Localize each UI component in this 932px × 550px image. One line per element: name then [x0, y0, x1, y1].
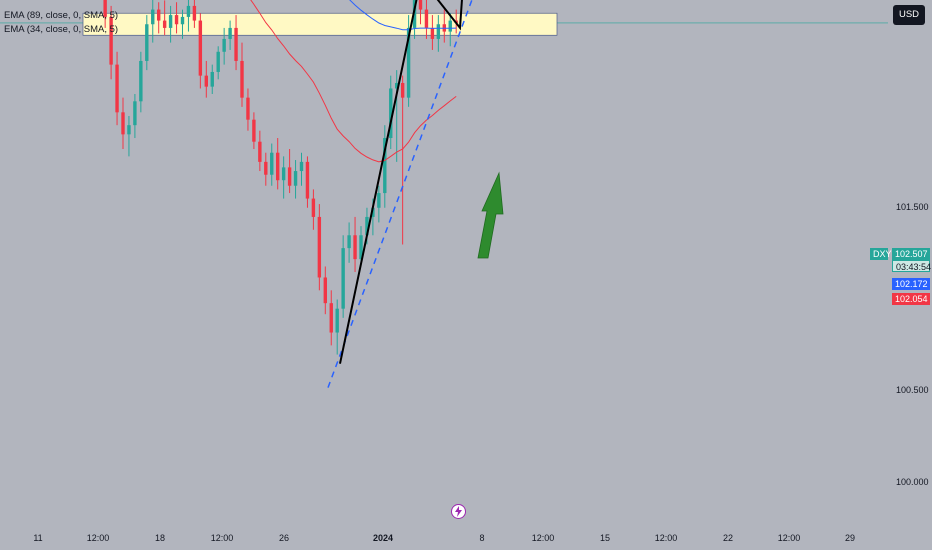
candle-body: [258, 141, 262, 162]
candle-body: [389, 88, 393, 139]
price-tick-label: 100.500: [896, 385, 929, 396]
candle-body: [204, 75, 208, 87]
candle-body: [157, 9, 161, 21]
candle-body: [162, 20, 167, 28]
candle-body: [127, 125, 131, 135]
candle-body: [222, 38, 226, 52]
indicator-legend: EMA (89, close, 0, SMA, 5) EMA (34, clos…: [4, 9, 118, 37]
candle-body: [418, 0, 423, 10]
candle-body: [293, 171, 298, 186]
candle-body: [359, 235, 363, 260]
legend-ema-89: EMA (89, close, 0, SMA, 5): [4, 10, 119, 21]
candle-body: [287, 167, 292, 186]
candle-body: [329, 303, 333, 333]
time-tick-label: 15: [599, 533, 611, 543]
candle-body: [383, 138, 387, 194]
price-tick-label: 101.500: [896, 201, 929, 212]
candle-body: [406, 27, 411, 98]
trendline-dashed: [327, 0, 473, 388]
candle-body: [180, 16, 185, 25]
candle-body: [151, 9, 155, 25]
time-tick-label: 12:00: [654, 533, 678, 543]
candle-body: [186, 5, 191, 17]
candle-body: [412, 0, 417, 28]
candle-body: [365, 216, 369, 236]
price-tick-label: 100.000: [896, 477, 929, 487]
candle-body: [436, 24, 441, 39]
candle-body: [192, 5, 197, 21]
candle-body: [377, 193, 381, 208]
time-tick-label: 12:00: [210, 533, 234, 543]
candle-body: [103, 0, 107, 17]
candle-body: [323, 277, 327, 304]
time-tick-label: 11: [33, 533, 43, 543]
candle-body: [115, 64, 119, 113]
countdown-label: 03:43:54: [892, 260, 931, 272]
candle-body: [424, 9, 429, 28]
candle-body: [228, 27, 232, 39]
ema-89-line: [349, 0, 457, 31]
candle-body: [311, 198, 316, 217]
time-tick-label: 12:00: [531, 533, 555, 543]
ema-89-value-label: 102.172: [892, 278, 930, 290]
time-tick-label: 2024: [372, 533, 394, 543]
candle-body: [335, 308, 339, 333]
candle-body: [216, 51, 220, 72]
candle-body: [109, 16, 113, 65]
candle-body: [347, 235, 351, 249]
time-tick-label: 26: [278, 533, 290, 543]
candle-body: [121, 112, 125, 135]
candle-body: [210, 71, 214, 87]
candle-body: [145, 24, 149, 61]
session-divider-icon[interactable]: [451, 504, 466, 519]
candle-body: [168, 15, 173, 28]
candle-body: [281, 167, 286, 181]
candle-body: [234, 27, 238, 61]
candle-body: [252, 119, 256, 142]
time-tick-label: 22: [722, 533, 734, 543]
legend-ema-34: EMA (34, close, 0, SMA, 5): [4, 24, 119, 35]
time-tick-label: 12:00: [86, 533, 110, 543]
candle-body: [270, 152, 274, 175]
time-tick-label: 29: [844, 533, 856, 543]
candle-body: [276, 152, 280, 181]
time-tick-label: 8: [479, 533, 485, 543]
ema-34-line: [250, 0, 457, 163]
candle-body: [395, 82, 399, 89]
last-price-label: 102.507: [892, 248, 930, 260]
projection-path: [339, 0, 463, 364]
candle-body: [139, 60, 143, 102]
ema-34-value-label: 102.054: [892, 293, 930, 305]
candle-body: [133, 101, 137, 126]
candle-body: [317, 216, 322, 278]
candle-body: [400, 82, 405, 98]
candle-body: [264, 161, 268, 175]
time-tick-label: 18: [154, 533, 166, 543]
symbol-label: DXY: [870, 248, 892, 260]
candle-body: [299, 161, 304, 172]
candle-body: [240, 60, 244, 98]
currency-button[interactable]: USD: [893, 5, 925, 25]
candle-body: [371, 207, 375, 217]
candle-body: [305, 161, 310, 199]
candle-body: [174, 15, 179, 25]
candle-body: [246, 97, 250, 120]
candle-body: [198, 20, 203, 76]
time-tick-label: 12:00: [777, 533, 801, 543]
candle-body: [430, 27, 435, 39]
green-up-arrow: [477, 171, 504, 259]
candle-body: [448, 20, 452, 32]
candle-body: [341, 248, 345, 309]
candle-body: [353, 235, 357, 260]
